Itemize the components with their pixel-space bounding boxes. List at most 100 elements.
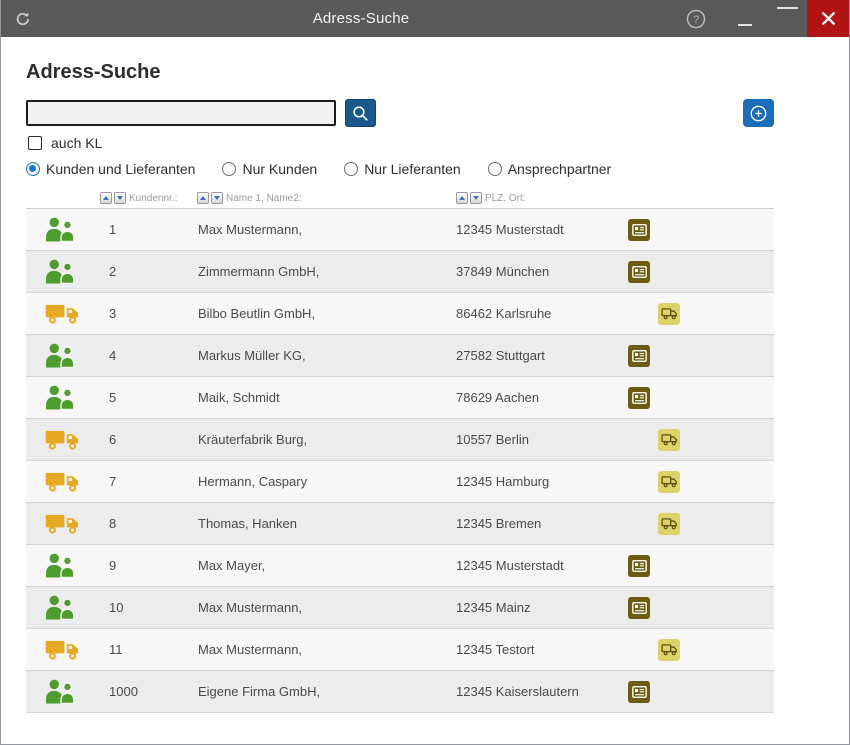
radio-nur-lieferanten[interactable]: Nur Lieferanten: [344, 161, 461, 177]
column-header-kundennr: Kundennr.:: [100, 192, 177, 204]
card-action-slot: [628, 260, 658, 283]
delivery-truck-icon[interactable]: [658, 470, 680, 493]
customer-plz-city: 10557 Berlin: [456, 432, 529, 447]
customers-people-icon: [26, 259, 109, 284]
radio-icon[interactable]: [487, 162, 502, 176]
customer-number: 4: [109, 348, 117, 363]
table-row[interactable]: 7 Hermann, Caspary 12345 Hamburg: [26, 461, 774, 503]
maximize-button[interactable]: [777, 0, 798, 37]
column-header-name: Name 1, Name2:: [197, 192, 302, 204]
help-button[interactable]: ?: [685, 8, 707, 30]
customer-plz-city: 12345 Hamburg: [456, 474, 550, 489]
radio-kunden-und-lieferanten[interactable]: Kunden und Lieferanten: [26, 161, 195, 177]
table-row[interactable]: 9 Max Mayer, 12345 Musterstadt: [26, 545, 774, 587]
table-row[interactable]: 8 Thomas, Hanken 12345 Bremen: [26, 503, 774, 545]
filter-radio-group: Kunden und Lieferanten Nur Kunden Nur Li…: [26, 161, 824, 177]
sort-down-icon: [117, 196, 123, 200]
delivery-truck-icon[interactable]: [658, 638, 680, 661]
customers-people-icon: [26, 217, 109, 242]
truck-action-slot: [658, 512, 688, 535]
window-controls: ?: [685, 0, 849, 37]
plus-circle-icon: [750, 105, 767, 121]
customer-number: 11: [109, 642, 123, 657]
radio-icon[interactable]: [26, 162, 40, 176]
table-row[interactable]: 2 Zimmermann GmbH, 37849 München: [26, 251, 774, 293]
sort-asc-plz-button[interactable]: [456, 192, 468, 204]
table-row[interactable]: 10 Max Mustermann, 12345 Mainz: [26, 587, 774, 629]
delivery-truck-icon[interactable]: [658, 302, 680, 325]
svg-text:?: ?: [693, 14, 699, 26]
radio-label: Nur Kunden: [242, 161, 318, 177]
table-row[interactable]: 4 Markus Müller KG, 27582 Stuttgart: [26, 335, 774, 377]
column-label: Kundennr.:: [129, 192, 178, 204]
auch-kl-option[interactable]: auch KL: [26, 135, 102, 151]
customers-people-icon: [26, 595, 109, 620]
contact-card-icon[interactable]: [628, 596, 650, 619]
contact-card-icon[interactable]: [628, 554, 650, 577]
sort-desc-plz-button[interactable]: [470, 192, 482, 204]
address-result-table: 1 Max Mustermann, 12345 Musterstadt 2 Zi…: [26, 208, 774, 713]
radio-ansprechpartner[interactable]: Ansprechpartner: [487, 161, 611, 177]
customer-name: Kräuterfabrik Burg,: [198, 432, 308, 447]
customers-people-icon: [26, 343, 109, 368]
sort-up-icon: [459, 196, 465, 200]
contact-card-icon[interactable]: [628, 218, 650, 241]
customer-name: Markus Müller KG,: [198, 348, 306, 363]
sort-down-icon: [473, 196, 479, 200]
sort-asc-name-button[interactable]: [197, 192, 209, 204]
radio-icon[interactable]: [222, 162, 237, 176]
customer-name: Hermann, Caspary: [198, 474, 308, 489]
table-row[interactable]: 11 Max Mustermann, 12345 Testort: [26, 629, 774, 671]
customers-people-icon: [26, 553, 109, 578]
truck-action-slot: [658, 302, 688, 325]
search-input[interactable]: [26, 100, 336, 126]
contact-card-icon[interactable]: [628, 344, 650, 367]
content-area: Adress-Suche auch KL Kunden und: [1, 61, 849, 713]
search-row: [26, 99, 824, 127]
radio-nur-kunden[interactable]: Nur Kunden: [222, 161, 317, 177]
delivery-truck-icon[interactable]: [658, 512, 680, 535]
delivery-truck-icon[interactable]: [658, 428, 680, 451]
table-row[interactable]: 6 Kräuterfabrik Burg, 10557 Berlin: [26, 419, 774, 461]
add-address-button[interactable]: [743, 99, 774, 127]
sort-down-icon: [214, 196, 220, 200]
customer-plz-city: 37849 München: [456, 264, 550, 279]
customer-name: Max Mayer,: [198, 558, 266, 573]
contact-card-icon[interactable]: [628, 260, 650, 283]
supplier-truck-icon: [26, 427, 109, 452]
customer-name: Max Mustermann,: [198, 642, 303, 657]
customer-name: Eigene Firma GmbH,: [198, 684, 321, 699]
auch-kl-checkbox[interactable]: [28, 136, 42, 150]
sort-desc-name-button[interactable]: [211, 192, 223, 204]
table-row[interactable]: 3 Bilbo Beutlin GmbH, 86462 Karlsruhe: [26, 293, 774, 335]
radio-label: Nur Lieferanten: [364, 161, 461, 177]
sort-desc-kundennr-button[interactable]: [114, 192, 126, 204]
supplier-truck-icon: [26, 637, 109, 662]
customer-number: 2: [109, 264, 117, 279]
page-title: Adress-Suche: [26, 61, 161, 83]
minimize-button[interactable]: [737, 0, 753, 37]
table-row[interactable]: 1000 Eigene Firma GmbH, 12345 Kaiserslau…: [26, 671, 774, 713]
sort-asc-kundennr-button[interactable]: [100, 192, 112, 204]
customer-number: 6: [109, 432, 117, 447]
customer-number: 10: [109, 600, 124, 615]
card-action-slot: [628, 554, 658, 577]
refresh-button[interactable]: [14, 10, 32, 28]
customer-name: Maik, Schmidt: [198, 390, 280, 405]
contact-card-icon[interactable]: [628, 386, 650, 409]
truck-action-slot: [658, 470, 688, 493]
close-icon: [821, 12, 835, 25]
customer-plz-city: 12345 Musterstadt: [456, 222, 564, 237]
truck-action-slot: [658, 638, 688, 661]
radio-icon[interactable]: [344, 162, 359, 176]
customer-name: Max Mustermann,: [198, 222, 303, 237]
close-button[interactable]: [807, 0, 849, 37]
customer-plz-city: 86462 Karlsruhe: [456, 306, 552, 321]
search-button[interactable]: [345, 99, 376, 127]
customer-plz-city: 27582 Stuttgart: [456, 348, 545, 363]
table-row[interactable]: 5 Maik, Schmidt 78629 Aachen: [26, 377, 774, 419]
contact-card-icon[interactable]: [628, 680, 650, 703]
customer-number: 1: [109, 222, 117, 237]
table-row[interactable]: 1 Max Mustermann, 12345 Musterstadt: [26, 209, 774, 251]
